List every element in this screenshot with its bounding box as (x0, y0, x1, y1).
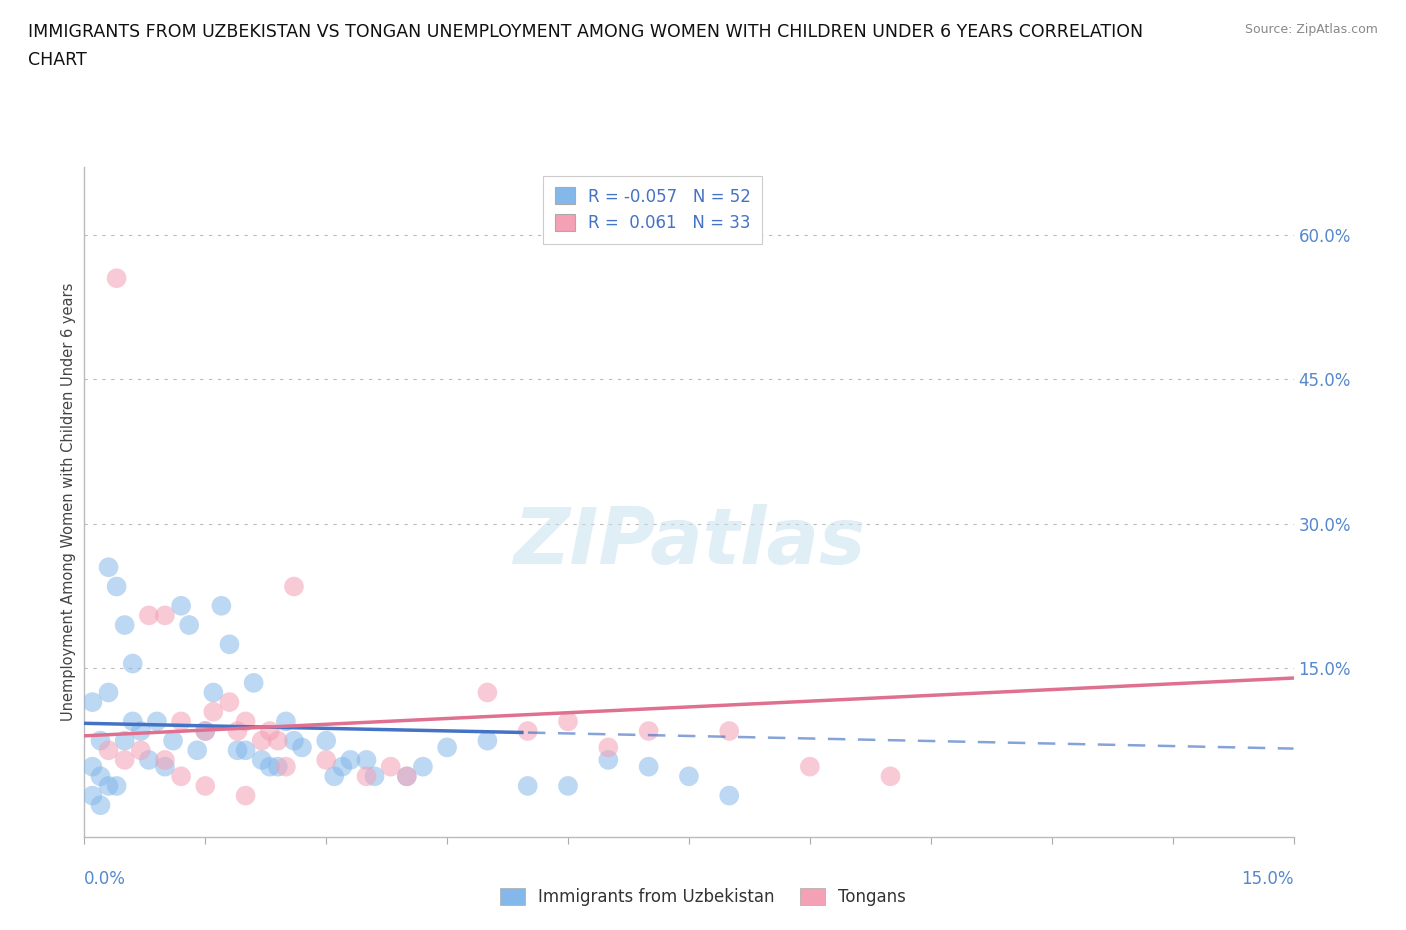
Point (129, 743, 152, 758)
Point (121, 657, 143, 671)
Text: CHART: CHART (28, 51, 87, 69)
Point (226, 743, 249, 758)
Point (82, 759, 104, 774)
Point (82, 695, 104, 710)
Point (129, 724, 152, 738)
Point (105, 579, 128, 594)
Point (291, 740, 314, 755)
Point (146, 714, 169, 729)
Point (339, 752, 361, 767)
Y-axis label: Unemployment Among Women with Children Under 6 years: Unemployment Among Women with Children U… (60, 283, 76, 722)
Text: IMMIGRANTS FROM UZBEKISTAN VS TONGAN UNEMPLOYMENT AMONG WOMEN WITH CHILDREN UNDE: IMMIGRANTS FROM UZBEKISTAN VS TONGAN UNE… (28, 23, 1143, 41)
Point (259, 759, 281, 774)
Point (121, 714, 143, 729)
Point (557, 714, 579, 729)
Point (186, 743, 208, 758)
Point (678, 769, 700, 784)
Point (202, 704, 225, 719)
Text: ZIPatlas: ZIPatlas (513, 504, 865, 580)
Point (637, 759, 659, 774)
Point (330, 759, 353, 774)
Point (153, 759, 176, 774)
Legend: R = -0.057   N = 52, R =  0.061   N = 33: R = -0.057 N = 52, R = 0.061 N = 33 (543, 176, 762, 244)
Text: 15.0%: 15.0% (1241, 870, 1294, 887)
Point (194, 724, 217, 738)
Point (89, 798, 111, 813)
Legend: Immigrants from Uzbekistan, Tongans: Immigrants from Uzbekistan, Tongans (494, 881, 912, 912)
Point (274, 759, 297, 774)
Point (114, 752, 136, 767)
Point (323, 769, 346, 784)
Point (97, 778, 120, 793)
Point (105, 778, 128, 793)
Point (283, 733, 305, 748)
Point (274, 714, 297, 729)
Point (218, 637, 240, 652)
Point (97, 560, 120, 575)
Point (250, 752, 273, 767)
Point (202, 685, 225, 700)
Point (153, 608, 176, 623)
Point (194, 724, 217, 738)
Point (799, 759, 821, 774)
Point (89, 769, 111, 784)
Point (138, 608, 160, 623)
Point (516, 724, 538, 738)
Point (170, 769, 193, 784)
Point (363, 769, 385, 784)
Point (718, 724, 741, 738)
Point (235, 743, 257, 758)
Point (82, 788, 104, 803)
Point (395, 769, 418, 784)
Point (267, 759, 290, 774)
Point (598, 752, 620, 767)
Point (89, 733, 111, 748)
Point (138, 752, 160, 767)
Point (97, 743, 120, 758)
Point (162, 733, 184, 748)
Point (242, 675, 264, 690)
Point (218, 695, 240, 710)
Point (153, 752, 176, 767)
Point (879, 769, 901, 784)
Point (235, 788, 257, 803)
Point (315, 752, 337, 767)
Point (267, 733, 290, 748)
Point (105, 271, 128, 286)
Point (477, 685, 499, 700)
Point (436, 740, 458, 755)
Point (637, 724, 659, 738)
Point (380, 759, 402, 774)
Point (477, 733, 499, 748)
Point (718, 788, 741, 803)
Point (598, 740, 620, 755)
Text: Source: ZipAtlas.com: Source: ZipAtlas.com (1244, 23, 1378, 36)
Point (170, 714, 193, 729)
Point (356, 769, 378, 784)
Point (97, 685, 120, 700)
Point (179, 618, 201, 632)
Point (315, 733, 337, 748)
Point (250, 733, 273, 748)
Point (114, 733, 136, 748)
Point (259, 724, 281, 738)
Text: 0.0%: 0.0% (84, 870, 127, 887)
Point (395, 769, 418, 784)
Point (235, 714, 257, 729)
Point (412, 759, 434, 774)
Point (516, 778, 538, 793)
Point (114, 618, 136, 632)
Point (356, 752, 378, 767)
Point (283, 579, 305, 594)
Point (194, 778, 217, 793)
Point (209, 598, 232, 613)
Point (557, 778, 579, 793)
Point (226, 724, 249, 738)
Point (170, 598, 193, 613)
